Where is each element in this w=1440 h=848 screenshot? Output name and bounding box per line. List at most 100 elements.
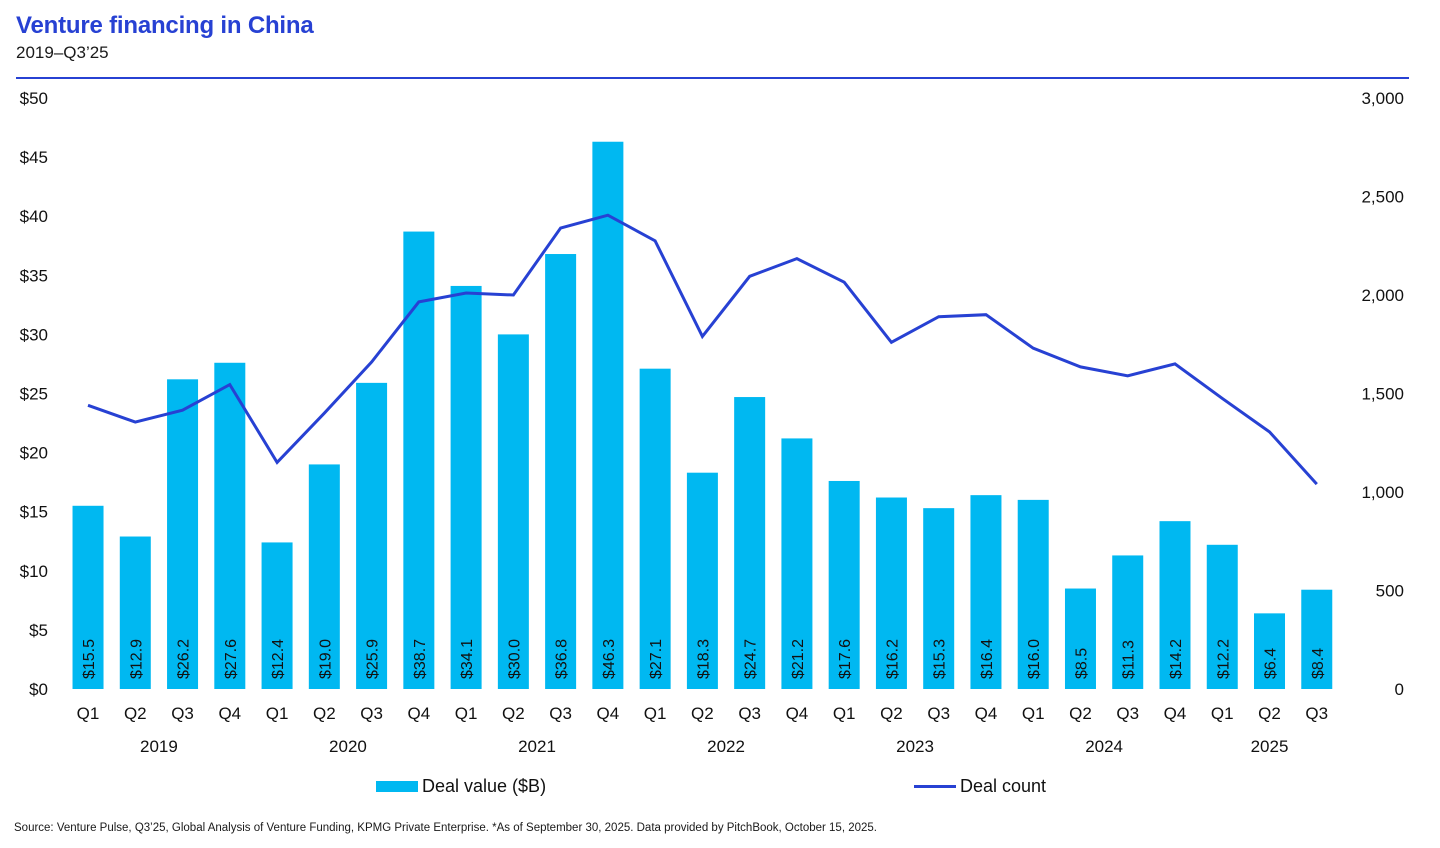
right-axis-tick-label: 500 (1376, 582, 1404, 601)
left-axis-tick-label: $20 (20, 444, 48, 463)
legend-item-deal-count: Deal count (914, 776, 1046, 797)
right-axis: 0 500 1,000 1,500 2,000 2,500 3,000 (1361, 89, 1404, 699)
x-axis-quarter-label: Q1 (266, 704, 289, 723)
x-axis-quarter-label: Q4 (408, 704, 431, 723)
bar (1159, 521, 1191, 689)
x-axis-quarter-label: Q4 (786, 704, 809, 723)
x-axis-quarter-label: Q1 (833, 704, 856, 723)
x-axis-quarter-label: Q1 (77, 704, 100, 723)
bar (119, 536, 151, 689)
x-axis-quarter-label: Q2 (880, 704, 903, 723)
x-axis-quarter-label: Q2 (313, 704, 336, 723)
x-axis-quarter-label: Q3 (927, 704, 950, 723)
bar (1112, 555, 1144, 689)
chart-title: Venture financing in China (16, 12, 314, 39)
x-axis-quarter-label: Q2 (691, 704, 714, 723)
right-axis-tick-label: 2,000 (1361, 286, 1404, 305)
left-axis-tick-label: $5 (29, 621, 48, 640)
bar-value-label: $25.9 (365, 639, 382, 679)
left-axis-tick-label: $15 (20, 503, 48, 522)
x-axis-quarter-label: Q4 (1164, 704, 1187, 723)
left-axis-tick-label: $50 (20, 89, 48, 108)
x-axis-quarter-label: Q3 (549, 704, 572, 723)
bar-value-label: $16.4 (979, 639, 996, 679)
bar (1064, 588, 1096, 689)
bar-value-label: $15.5 (81, 639, 98, 679)
bar (970, 495, 1002, 689)
bar (828, 480, 860, 689)
left-axis-tick-label: $45 (20, 148, 48, 167)
right-axis-tick-label: 1,500 (1361, 385, 1404, 404)
x-axis-quarter-label: Q2 (124, 704, 147, 723)
legend-label-deal-count: Deal count (960, 776, 1047, 796)
bar (1254, 613, 1286, 689)
bar-value-label: $8.4 (1310, 648, 1327, 679)
bar (734, 397, 766, 689)
x-axis-year-label: 2020 (329, 737, 367, 756)
bar-value-label: $6.4 (1263, 648, 1280, 679)
bar (875, 497, 907, 689)
bar-value-label: $14.2 (1168, 639, 1185, 679)
bar-value-label: $16.2 (884, 639, 901, 679)
left-axis-tick-label: $35 (20, 266, 48, 285)
bar (1017, 499, 1049, 689)
x-axis-quarter-label: Q3 (1305, 704, 1328, 723)
bar (214, 362, 246, 689)
legend-swatch-bar (376, 781, 418, 792)
bar-value-label: $11.3 (1121, 640, 1138, 679)
x-axis-quarter-label: Q3 (1116, 704, 1139, 723)
bar-series (72, 141, 1333, 690)
left-axis-tick-label: $30 (20, 325, 48, 344)
x-axis-year-label: 2025 (1251, 737, 1289, 756)
x-axis-quarter-label: Q4 (218, 704, 241, 723)
bar (403, 231, 435, 690)
legend-item-deal-value: Deal value ($B) (376, 776, 546, 797)
right-axis-tick-label: 1,000 (1361, 483, 1404, 502)
bar-value-label: $8.5 (1073, 648, 1090, 679)
bar (592, 141, 624, 689)
bar-value-label: $16.0 (1026, 639, 1043, 679)
bar (72, 505, 104, 689)
bar-value-label: $12.4 (270, 639, 287, 679)
bar-value-label: $21.2 (790, 639, 807, 679)
bar-value-label: $12.2 (1215, 639, 1232, 679)
x-axis-year-label: 2019 (140, 737, 178, 756)
left-axis-tick-label: $25 (20, 385, 48, 404)
x-axis-quarter-label: Q3 (171, 704, 194, 723)
x-axis-year-label: 2024 (1085, 737, 1123, 756)
bar-value-label: $27.6 (223, 639, 240, 679)
bar (686, 472, 718, 689)
x-axis-quarter-label: Q2 (502, 704, 525, 723)
x-axis-years: 2019 2020 2021 2022 2023 2024 2025 (140, 737, 1288, 756)
bar-value-label: $26.2 (176, 639, 193, 679)
legend-swatch-line (914, 785, 956, 788)
x-axis-quarter-label: Q4 (975, 704, 998, 723)
left-axis-tick-label: $40 (20, 207, 48, 226)
bar (308, 464, 340, 689)
x-axis-year-label: 2021 (518, 737, 556, 756)
x-axis-quarter-label: Q1 (1022, 704, 1045, 723)
deal-count-line (87, 213, 1318, 486)
bar-value-label: $12.9 (128, 639, 145, 679)
right-axis-tick-label: 3,000 (1361, 89, 1404, 108)
left-axis: $0 $5 $10 $15 $20 $25 $30 $35 $40 $45 $50 (20, 89, 48, 699)
bar-value-label: $34.1 (459, 639, 476, 679)
bar-value-label: $46.3 (601, 639, 618, 679)
bar-value-label: $15.3 (932, 639, 949, 679)
x-axis-year-label: 2023 (896, 737, 934, 756)
bar (167, 379, 199, 689)
x-axis-quarter-label: Q3 (738, 704, 761, 723)
x-axis-quarters: Q1 Q2 Q3 Q4 Q1 Q2 Q3 Q4 Q1 Q2 Q3 Q4 Q1 Q2 Q3 Q4 Q1 Q2 Q3 Q4… (77, 704, 1328, 723)
x-axis-year-label: 2022 (707, 737, 745, 756)
x-axis-quarter-label: Q1 (455, 704, 478, 723)
bar-value-label: $36.8 (554, 639, 571, 679)
bar-value-label: $30.0 (506, 639, 523, 679)
title-divider (16, 77, 1409, 79)
line-series (87, 213, 1318, 486)
bar (1301, 589, 1333, 689)
x-axis-quarter-label: Q1 (644, 704, 667, 723)
bar (923, 508, 955, 689)
bar (356, 382, 388, 689)
bar (497, 334, 529, 689)
